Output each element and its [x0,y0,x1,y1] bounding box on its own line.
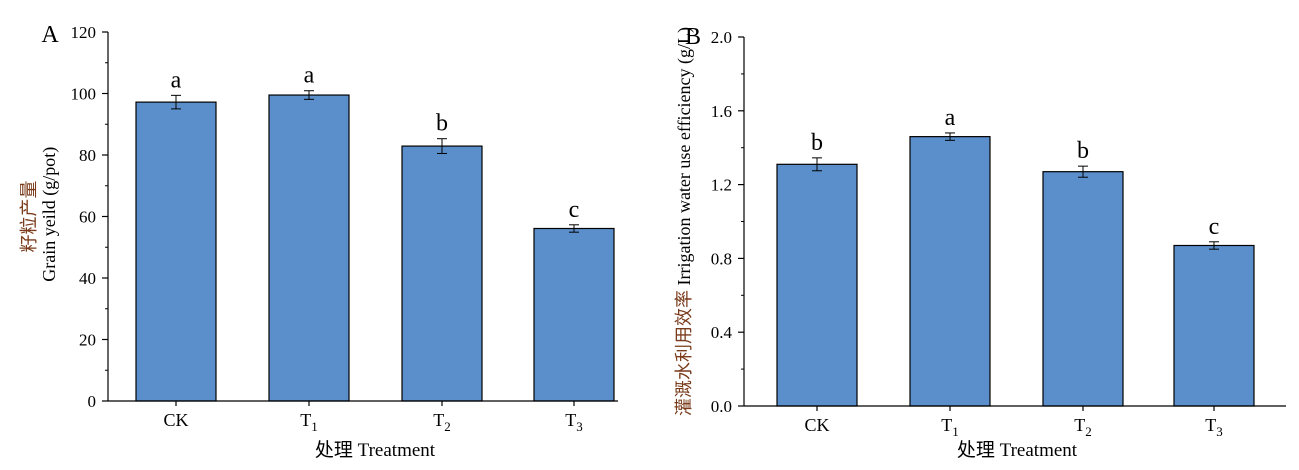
x-tick-label: CK [163,410,188,430]
bar-t2 [401,145,483,402]
y-tick-label: 20 [79,331,96,350]
x-tick-label: T3 [1205,415,1223,439]
significance-label: b [1077,138,1089,164]
x-axis-label: 处理 Treatment [957,439,1078,461]
significance-label: c [1209,214,1220,240]
y-tick-label: 1.6 [711,102,732,121]
significance-label: b [811,130,823,156]
y-tick-label: 2.0 [711,28,732,47]
x-tick-label: T1 [941,415,959,439]
y-tick-label: 120 [71,23,97,42]
y-axis-label: 灌溉水利用效率 Irrigation water use efficiency … [674,27,695,416]
bar-t1 [268,94,350,402]
y-tick-label: 0.0 [711,397,732,416]
x-tick-label: CK [804,415,829,435]
bar-t2 [1042,171,1124,407]
bar-ck [135,101,217,402]
chart-panel-a: a a b c 0 20 40 60 80 100 120 CK T1 T2 T3 A 籽粒产量 Grain y… [19,22,618,461]
bar-t3 [1173,244,1255,407]
x-tick-label: T2 [433,410,451,434]
y-tick-label: 100 [71,85,97,104]
significance-label: b [436,111,448,137]
bar-ck [776,163,858,407]
x-axis-label: 处理 Treatment [315,439,436,461]
x-tick-label: T3 [565,410,583,434]
y-tick-label: 0 [88,392,97,411]
x-tick-label: T2 [1074,415,1092,439]
bar-t1 [909,136,991,407]
y-tick-label: 60 [79,208,96,227]
y-tick-label: 40 [79,269,96,288]
y-tick-label: 0.4 [711,323,733,342]
y-tick-label: 0.8 [711,249,732,268]
y-tick-label: 1.2 [711,176,732,195]
significance-label: a [945,105,956,131]
significance-label: a [171,67,182,93]
y-axis-label: 籽粒产量 Grain yeild (g/pot) [19,147,60,286]
bar-t3 [533,227,615,402]
significance-label: a [304,63,315,89]
y-tick-label: 80 [79,146,96,165]
panel-label: A [41,22,59,48]
panel-label: B [685,24,701,50]
significance-label: c [569,197,580,223]
x-tick-label: T1 [300,410,318,434]
